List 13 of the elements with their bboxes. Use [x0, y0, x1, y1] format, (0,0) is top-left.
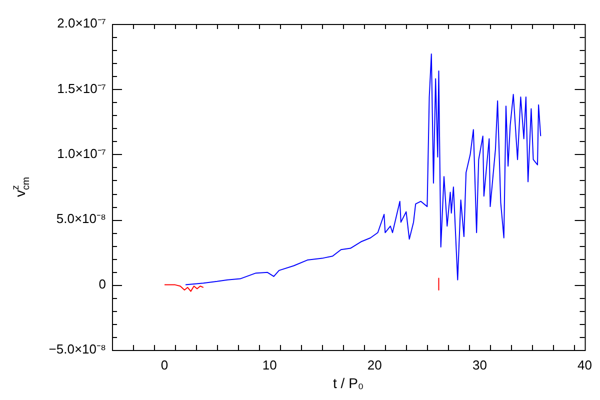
x-axis-title: t / P₀: [333, 375, 364, 391]
y-tick-label: 1.0×10⁻⁷: [57, 146, 106, 161]
x-tick-label: 0: [160, 357, 168, 372]
x-tick-label: 40: [578, 357, 592, 372]
y-axis-title: vzcm: [10, 176, 32, 198]
y-tick-label: 2.0×10⁻⁷: [57, 16, 106, 31]
y-tick-label: 5.0×10⁻⁸: [56, 211, 106, 226]
y-tick-label: 0: [98, 276, 106, 292]
y-tick-label: 1.5×10⁻⁷: [57, 80, 106, 96]
y-tick-label: −5.0×10⁻⁸: [48, 342, 106, 357]
x-tick-label: 20: [367, 357, 382, 372]
x-tick-label: 10: [262, 357, 277, 372]
x-tick-label: 30: [472, 357, 487, 372]
